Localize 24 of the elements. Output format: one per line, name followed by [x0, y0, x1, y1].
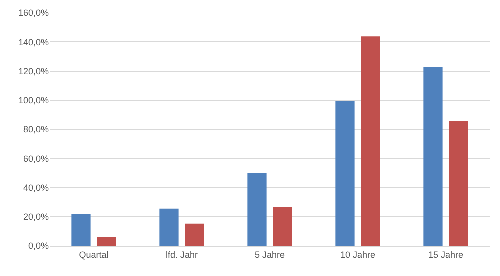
x-tick-label: 10 Jahre	[340, 250, 376, 260]
bar	[336, 101, 355, 246]
bar	[248, 173, 267, 246]
bar	[424, 67, 443, 246]
y-tick-label: 100,0%	[18, 96, 49, 106]
bar	[97, 237, 116, 246]
y-tick-label: 40,0%	[23, 182, 49, 193]
bar	[449, 121, 468, 246]
y-tick-label: 160,0%	[18, 8, 49, 18]
x-tick-label: 15 Jahre	[428, 250, 464, 260]
x-tick-label: 5 Jahre	[254, 250, 286, 260]
x-tick-label: Quartal	[79, 250, 109, 260]
y-tick-label: 60,0%	[23, 154, 49, 164]
x-tick-label: lfd. Jahr	[166, 250, 198, 260]
y-tick-label: 0,0%	[28, 241, 49, 252]
bar	[72, 214, 91, 246]
y-tick-label: 120,0%	[18, 66, 49, 76]
bar	[185, 224, 204, 246]
bar	[160, 208, 179, 246]
y-tick-label: 140,0%	[18, 37, 49, 48]
y-tick-label: 20,0%	[23, 212, 49, 222]
y-tick-label: 80,0%	[23, 124, 49, 135]
bar	[361, 36, 380, 246]
bar	[273, 207, 292, 246]
